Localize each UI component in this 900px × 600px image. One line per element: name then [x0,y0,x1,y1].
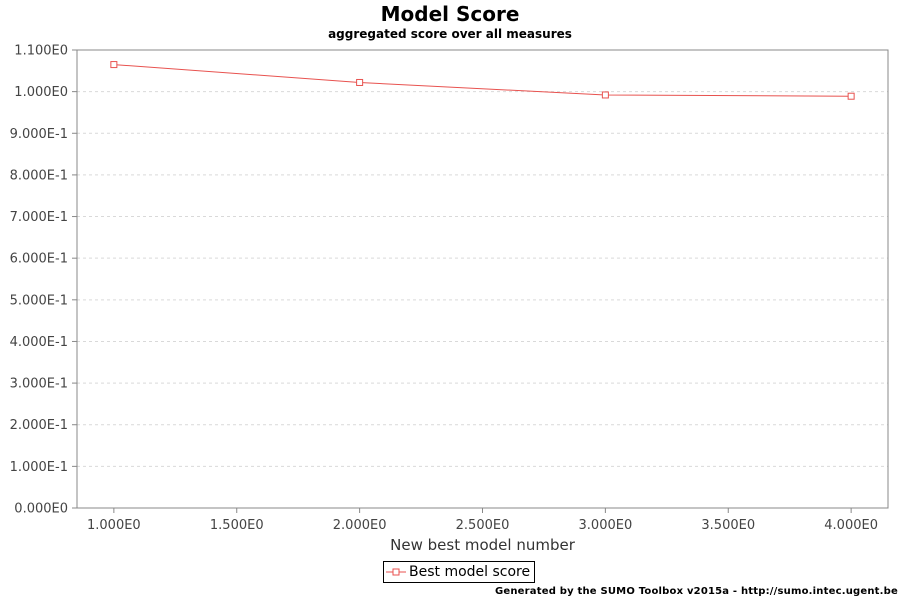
y-tick-label: 5.000E-1 [10,293,68,308]
y-tick-label: 0.000E0 [14,502,68,517]
y-tick-label: 9.000E-1 [10,127,68,142]
x-tick-label: 3.000E0 [579,518,633,533]
legend: Best model score [383,561,536,583]
plot-background [77,50,888,508]
x-tick-label: 2.000E0 [333,518,387,533]
x-tick-label: 1.000E0 [87,518,141,533]
y-tick-label: 4.000E-1 [10,335,68,350]
data-point-marker [110,61,118,69]
y-tick-label: 7.000E-1 [10,210,68,225]
y-tick-label: 2.000E-1 [10,418,68,433]
series-line [113,64,852,97]
chart-subtitle: aggregated score over all measures [328,27,572,41]
y-tick-label: 6.000E-1 [10,252,68,267]
legend-label: Best model score [409,564,531,580]
x-tick-label: 2.500E0 [456,518,510,533]
x-axis-label: New best model number [390,536,576,554]
data-point-marker [847,92,855,100]
y-tick-label: 1.000E0 [14,85,68,100]
y-tick-label: 3.000E-1 [10,377,68,392]
plot-frame [76,49,889,509]
legend-swatch-icon [386,568,406,576]
y-tick-label: 1.100E0 [14,44,68,59]
footer-credit: Generated by the SUMO Toolbox v2015a - h… [494,586,898,597]
y-tick-label: 1.000E-1 [10,460,68,475]
data-point-marker [356,78,364,86]
chart-title: Model Score [380,2,520,26]
y-tick-label: 8.000E-1 [10,168,68,183]
data-point-marker [601,91,609,99]
x-tick-label: 4.000E0 [824,518,878,533]
x-tick-label: 1.500E0 [210,518,264,533]
x-tick-label: 3.500E0 [701,518,755,533]
